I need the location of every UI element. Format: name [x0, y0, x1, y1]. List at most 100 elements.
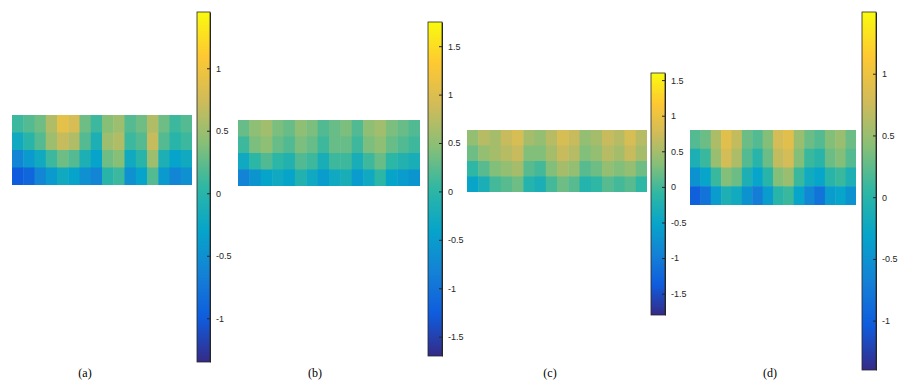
tick-mark — [439, 288, 442, 289]
tick: -1 — [439, 284, 456, 294]
tick-label: 0 — [216, 189, 221, 199]
cell — [815, 149, 826, 168]
tick: -1.5 — [439, 332, 464, 342]
cell — [591, 146, 603, 162]
cell — [711, 149, 722, 168]
cell — [352, 137, 364, 154]
cell — [752, 186, 763, 205]
cell — [512, 146, 524, 162]
cell — [409, 170, 420, 187]
cell — [636, 146, 647, 162]
cell — [272, 137, 284, 154]
axis-line — [876, 13, 877, 371]
cell — [102, 168, 114, 186]
axis-line — [665, 74, 666, 316]
cell — [23, 150, 35, 168]
cell — [181, 133, 192, 151]
cell — [523, 161, 535, 177]
cell — [602, 130, 614, 146]
cell — [318, 153, 330, 170]
tick-label: -1 — [671, 253, 679, 263]
tick: -1 — [873, 316, 890, 326]
cell — [523, 146, 535, 162]
tick-mark — [873, 259, 876, 260]
tick: 1 — [207, 64, 221, 74]
cell — [773, 130, 784, 149]
cell — [80, 133, 92, 151]
cell — [794, 149, 805, 168]
cell — [690, 149, 701, 168]
cell — [409, 120, 420, 137]
cell — [284, 120, 296, 137]
cell — [557, 177, 569, 193]
tick-mark — [439, 143, 442, 144]
cell — [501, 130, 513, 146]
tick-label: -0.5 — [448, 235, 464, 245]
cell — [794, 130, 805, 149]
panel: -1-0.500.51(a) — [12, 12, 232, 380]
cell — [352, 170, 364, 187]
cell — [352, 120, 364, 137]
cell — [602, 146, 614, 162]
cell — [490, 130, 502, 146]
tick: -0.5 — [662, 218, 687, 228]
cell — [375, 120, 387, 137]
cell — [340, 153, 352, 170]
tick-mark — [662, 116, 665, 117]
cell — [136, 150, 148, 168]
axis-line — [210, 13, 211, 363]
cell — [613, 130, 625, 146]
cell — [846, 186, 856, 205]
cell — [602, 161, 614, 177]
cell — [91, 115, 103, 133]
tick-mark — [439, 95, 442, 96]
cell — [68, 168, 80, 186]
cell — [125, 150, 137, 168]
cell — [535, 161, 547, 177]
cell — [113, 168, 125, 186]
cell — [742, 130, 753, 149]
tick: 0.5 — [662, 147, 684, 157]
cell — [125, 133, 137, 151]
tick-mark — [662, 222, 665, 223]
cell — [102, 150, 114, 168]
tick-mark — [207, 256, 210, 257]
colorbar-axis: -1-0.500.51 — [207, 13, 232, 363]
cell — [306, 170, 318, 187]
cell — [523, 177, 535, 193]
cell — [580, 146, 592, 162]
cell — [170, 115, 182, 133]
colorbar — [651, 73, 665, 315]
tick: 1 — [662, 111, 676, 121]
cell — [261, 137, 273, 154]
tick-label: 1.5 — [448, 42, 461, 52]
tick-label: -1 — [882, 316, 890, 326]
cell — [91, 150, 103, 168]
cell — [80, 115, 92, 133]
cell — [711, 168, 722, 187]
panel: -1-0.500.51(d) — [690, 12, 898, 380]
cell — [752, 149, 763, 168]
cell — [306, 120, 318, 137]
tick-label: 0.5 — [216, 126, 229, 136]
cell — [523, 130, 535, 146]
heatmap — [12, 115, 192, 185]
tick: 1 — [439, 90, 453, 100]
cell — [249, 170, 261, 187]
cell — [568, 177, 580, 193]
cell — [147, 133, 159, 151]
cell — [35, 133, 47, 151]
cell — [249, 120, 261, 137]
heatmap — [467, 130, 647, 192]
tick: 0.5 — [439, 138, 461, 148]
cell — [318, 170, 330, 187]
tick-mark — [873, 135, 876, 136]
colorbar-axis: -1-0.500.51 — [873, 13, 898, 371]
cell — [557, 130, 569, 146]
cell — [636, 177, 647, 193]
cell — [306, 137, 318, 154]
panel: -1.5-1-0.500.511.5(c) — [467, 73, 687, 380]
cell — [512, 130, 524, 146]
tick: 1.5 — [662, 75, 684, 85]
cell — [147, 168, 159, 186]
